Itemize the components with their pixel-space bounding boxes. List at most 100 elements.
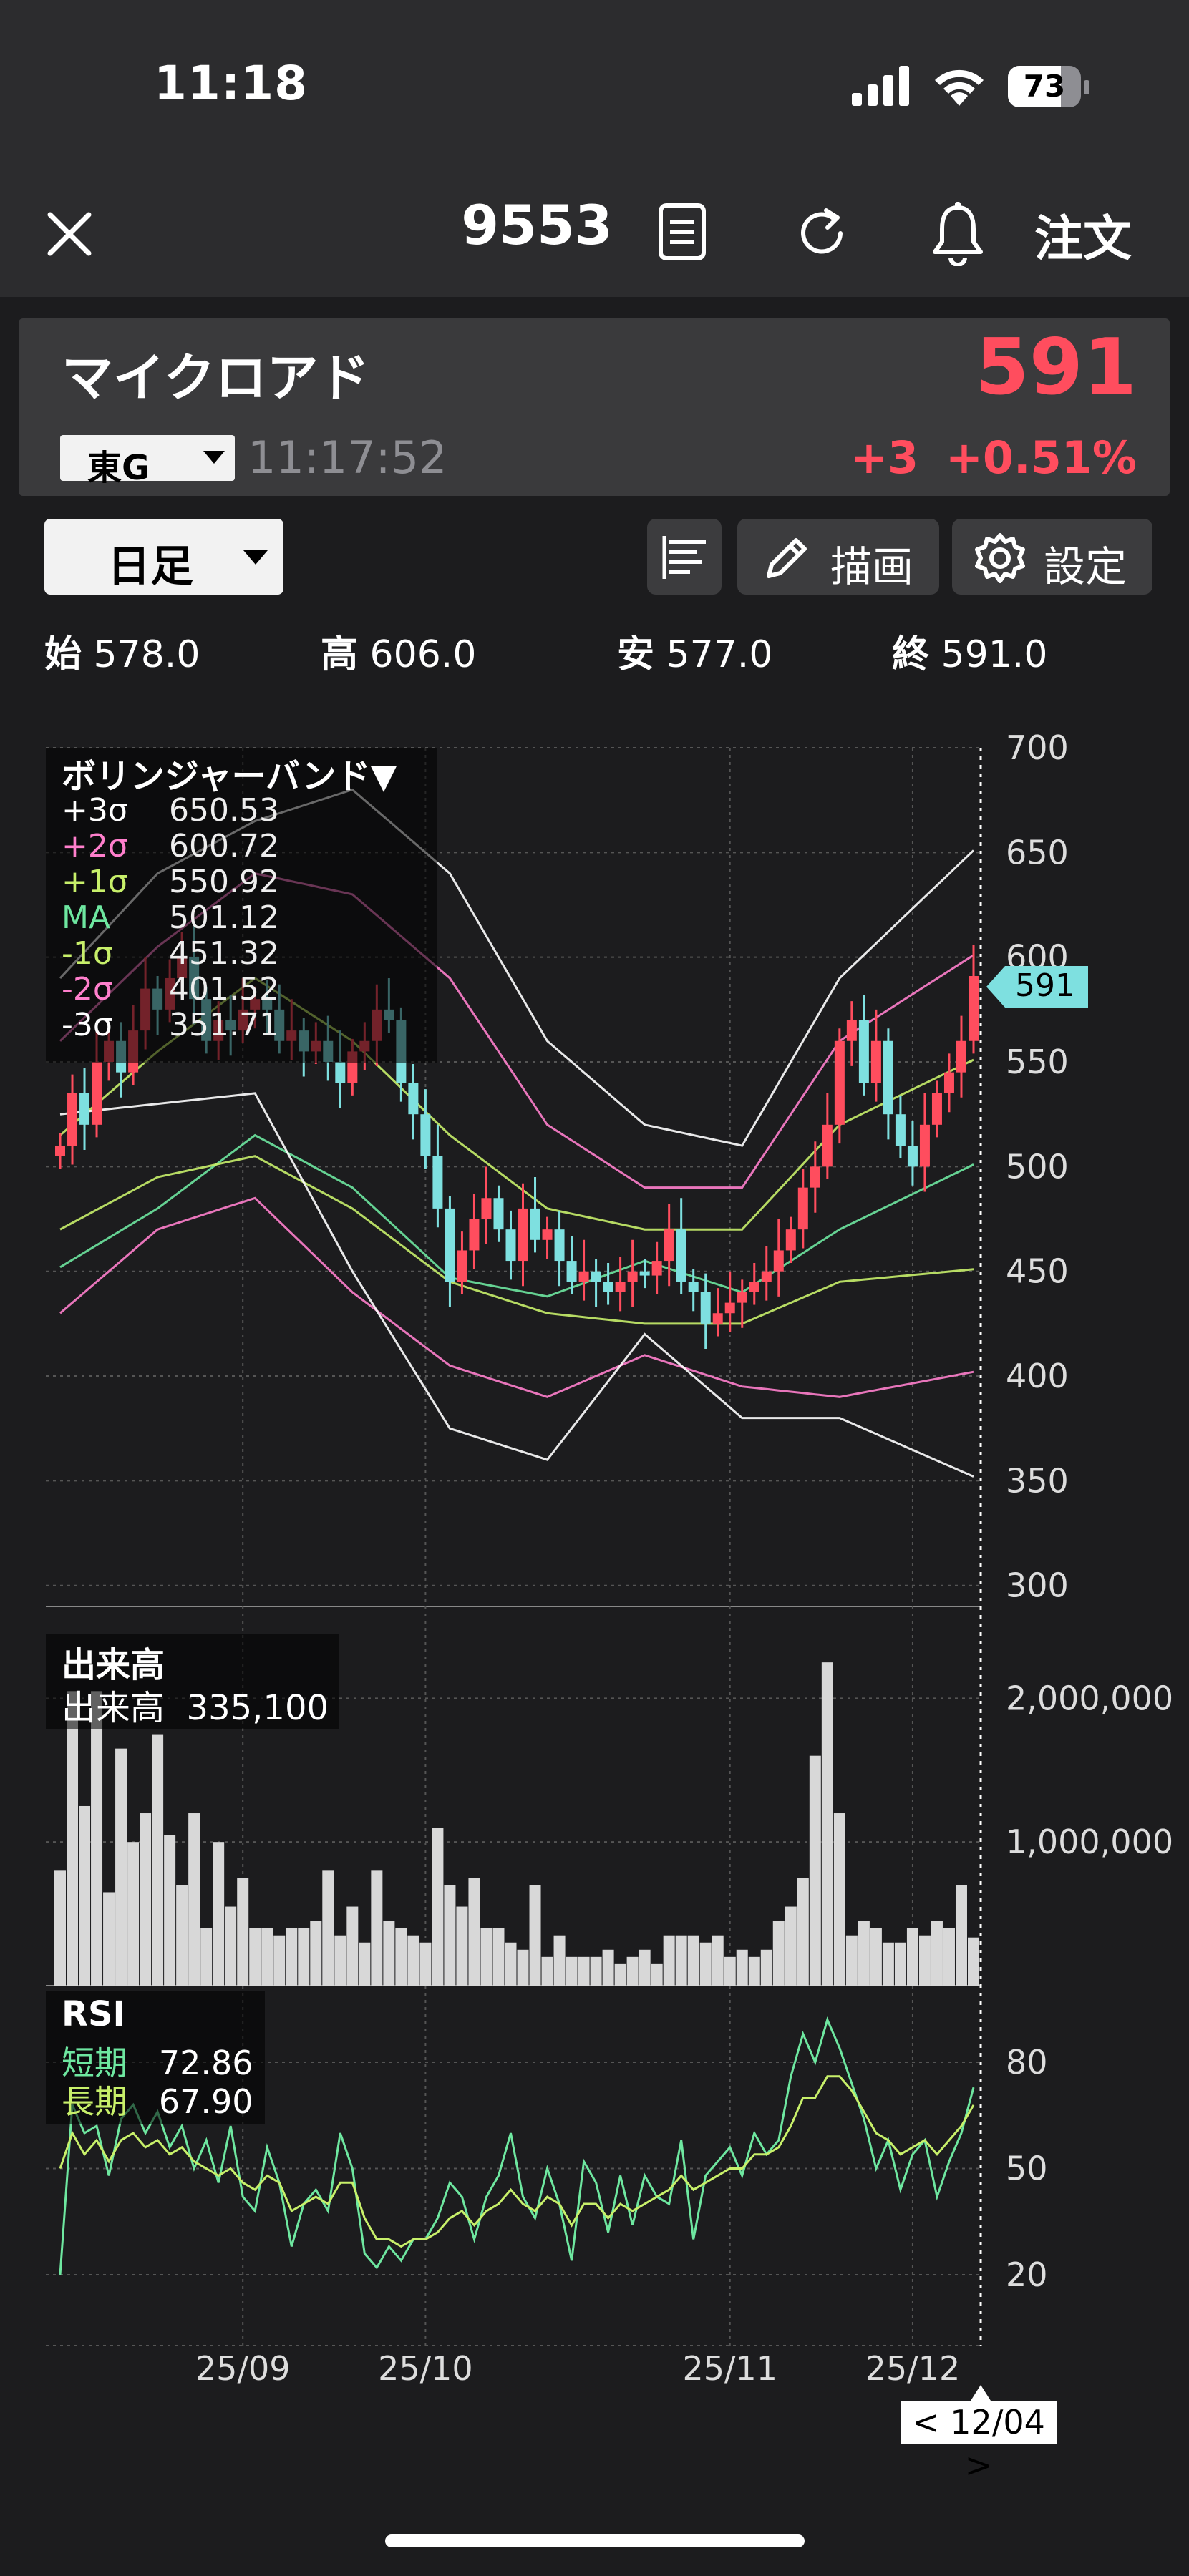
candle-body [627,1271,638,1282]
volume-bar [492,1928,505,1986]
x-tick-label: 25/09 [195,2349,291,2388]
document-icon[interactable] [657,202,707,262]
rsi-short-label: 短期 [62,2044,127,2082]
candle-body [445,1208,455,1282]
settings-button[interactable]: 設定 [952,519,1152,595]
volume-bar [906,1928,918,1986]
volume-bar [127,1842,140,1986]
candle-body [969,976,979,1041]
rsi_short-line [59,2016,975,2275]
x-tick-label: 25/10 [378,2349,473,2388]
volume-bars [54,1662,979,1986]
volume-bar [395,1928,407,1986]
rsi-long-label: 長期 [62,2082,127,2121]
volume-bar [894,1942,906,1986]
bollinger-row-label: -1σ [62,935,113,972]
volume-bar [553,1935,566,1986]
volume-bar [517,1949,529,1986]
candle-body [700,1292,711,1324]
volume-bar [249,1928,261,1986]
candle-body [724,1302,735,1314]
period-select[interactable]: 日足 [44,519,283,595]
bell-icon[interactable] [931,200,985,266]
bar-list-button[interactable] [647,519,722,595]
draw-button[interactable]: 描画 [737,519,939,595]
candle-body [676,1229,686,1282]
volume-bar [772,1921,785,1986]
market-select[interactable]: 東G [60,435,235,488]
candle-body [457,1250,467,1282]
bollinger-row-label: +3σ [62,792,128,829]
rsi-short-row: 短期 72.86 [62,2037,253,2084]
candle-body [615,1282,626,1292]
volume-bar [614,1963,626,1986]
bollinger-row-value: 650.53 [169,792,279,829]
ohlc-open: 始 578.0 [44,624,200,678]
volume-bar [359,1942,371,1986]
candle-body [578,1271,589,1282]
current-price-tag-text: 591 [1015,967,1075,1004]
volume-bar [578,1956,590,1986]
volume-bar [845,1935,858,1986]
candle-body [785,1229,796,1251]
rsi-tick-label: 80 [1006,2043,1048,2082]
close-icon[interactable] [47,212,92,256]
volume-bar [639,1949,651,1986]
bollinger-row: +2σ 600.72 [62,828,279,864]
volume-bar [541,1956,553,1986]
candle-body [773,1250,784,1272]
candle-body [554,1229,565,1262]
volume-bar [334,1935,346,1986]
battery-tip [1084,80,1089,94]
market-label: 東G [87,448,150,488]
rsi-title: RSI [62,1994,126,2034]
ohlc-close-label: 終 [892,633,930,676]
bollinger-row-label: +2σ [62,828,128,864]
candle-body [591,1271,601,1282]
period-label: 日足 [107,542,193,592]
volume-value-row: 出来高 335,100 [62,1679,329,1729]
volume-bar [261,1928,273,1986]
cursor-date-label[interactable]: < 12/04 > [901,2401,1057,2484]
gear-icon [975,533,1025,583]
candle-body [651,1261,662,1276]
volume-bar [870,1928,882,1986]
volume-bar [115,1748,127,1986]
volume-bar [687,1935,699,1986]
rsi-long-row: 長期 67.90 [62,2076,253,2123]
volume-bar [712,1935,724,1986]
volume-title: 出来高 [62,1645,165,1685]
volume-bar [273,1935,286,1986]
ohlc-high-label: 高 [321,633,359,676]
price-tick-label: 500 [1006,1147,1069,1186]
bollinger-title[interactable]: ボリンジャーバンド▼ [62,756,397,796]
volume-bar [785,1906,797,1986]
battery-level: 73 [1023,69,1066,104]
current-price-tag: 591 [986,966,1088,1008]
volume-bar [54,1870,66,1986]
refresh-icon[interactable] [795,206,849,260]
candle-body [664,1229,674,1262]
price-tick-label: 300 [1006,1566,1069,1605]
volume-bar [699,1942,712,1986]
bar-list-icon [662,536,706,579]
price-tick-label: 350 [1006,1461,1069,1500]
home-indicator[interactable] [385,2534,805,2547]
bollinger-row-label: -2σ [62,971,113,1008]
draw-label: 描画 [830,542,914,591]
volume-bar [225,1906,237,1986]
order-button[interactable]: 注文 [1034,211,1132,268]
rsi-lines [59,2016,975,2275]
bollinger-legend[interactable]: ボリンジャーバンド▼ +3σ 650.53 +2σ 600.72 +1σ 550.92 MA… [46,748,437,1063]
candle-body [822,1124,833,1167]
volume-bar [626,1956,639,1986]
status-time: 11:18 [154,56,309,111]
candle-body [469,1219,480,1251]
price-change-percent: +0.51% [945,431,1137,484]
volume-bar [456,1906,468,1986]
volume-bar [322,1870,334,1986]
ohlc-open-value: 578.0 [93,633,200,676]
bollinger-row-value: 550.92 [169,864,279,900]
volume-label: 出来高 [62,1688,165,1728]
